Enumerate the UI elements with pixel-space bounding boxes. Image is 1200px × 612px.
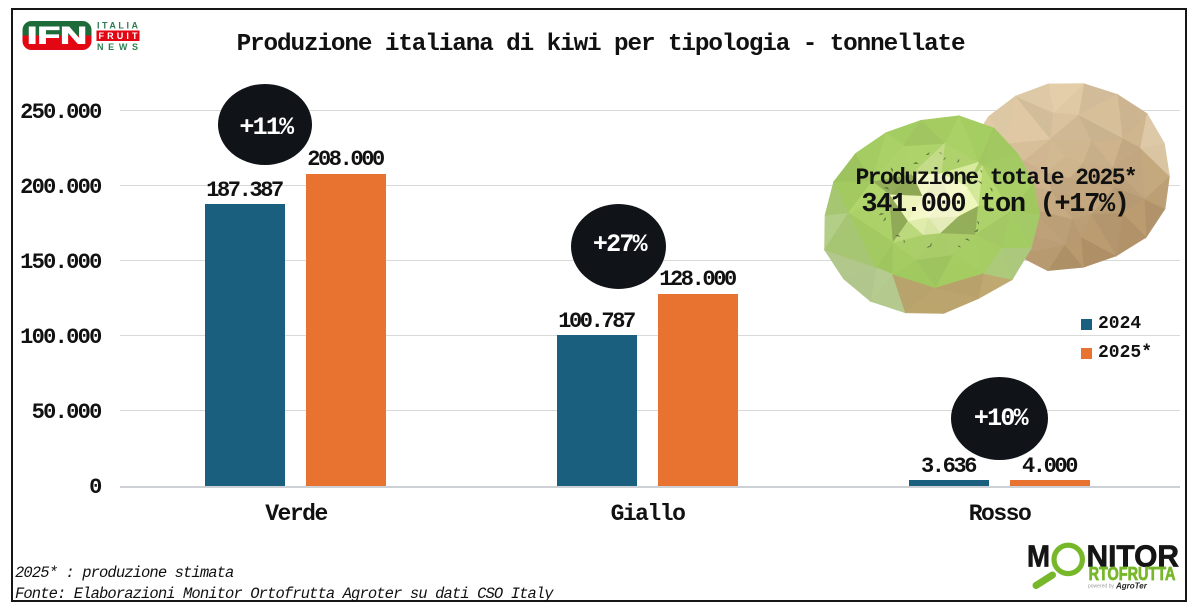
svg-text:RTOFRUTTA: RTOFRUTTA bbox=[1089, 564, 1176, 584]
svg-text:IFN: IFN bbox=[27, 23, 87, 50]
svg-text:NITOR: NITOR bbox=[1087, 538, 1180, 573]
svg-text:NEWS: NEWS bbox=[97, 42, 138, 52]
svg-text:AgroTer: AgroTer bbox=[1115, 582, 1148, 591]
svg-text:ITALIA: ITALIA bbox=[97, 21, 139, 31]
svg-text:FRUIT: FRUIT bbox=[99, 31, 139, 41]
svg-text:M: M bbox=[1027, 538, 1050, 573]
svg-text:powered by: powered by bbox=[1088, 584, 1114, 590]
